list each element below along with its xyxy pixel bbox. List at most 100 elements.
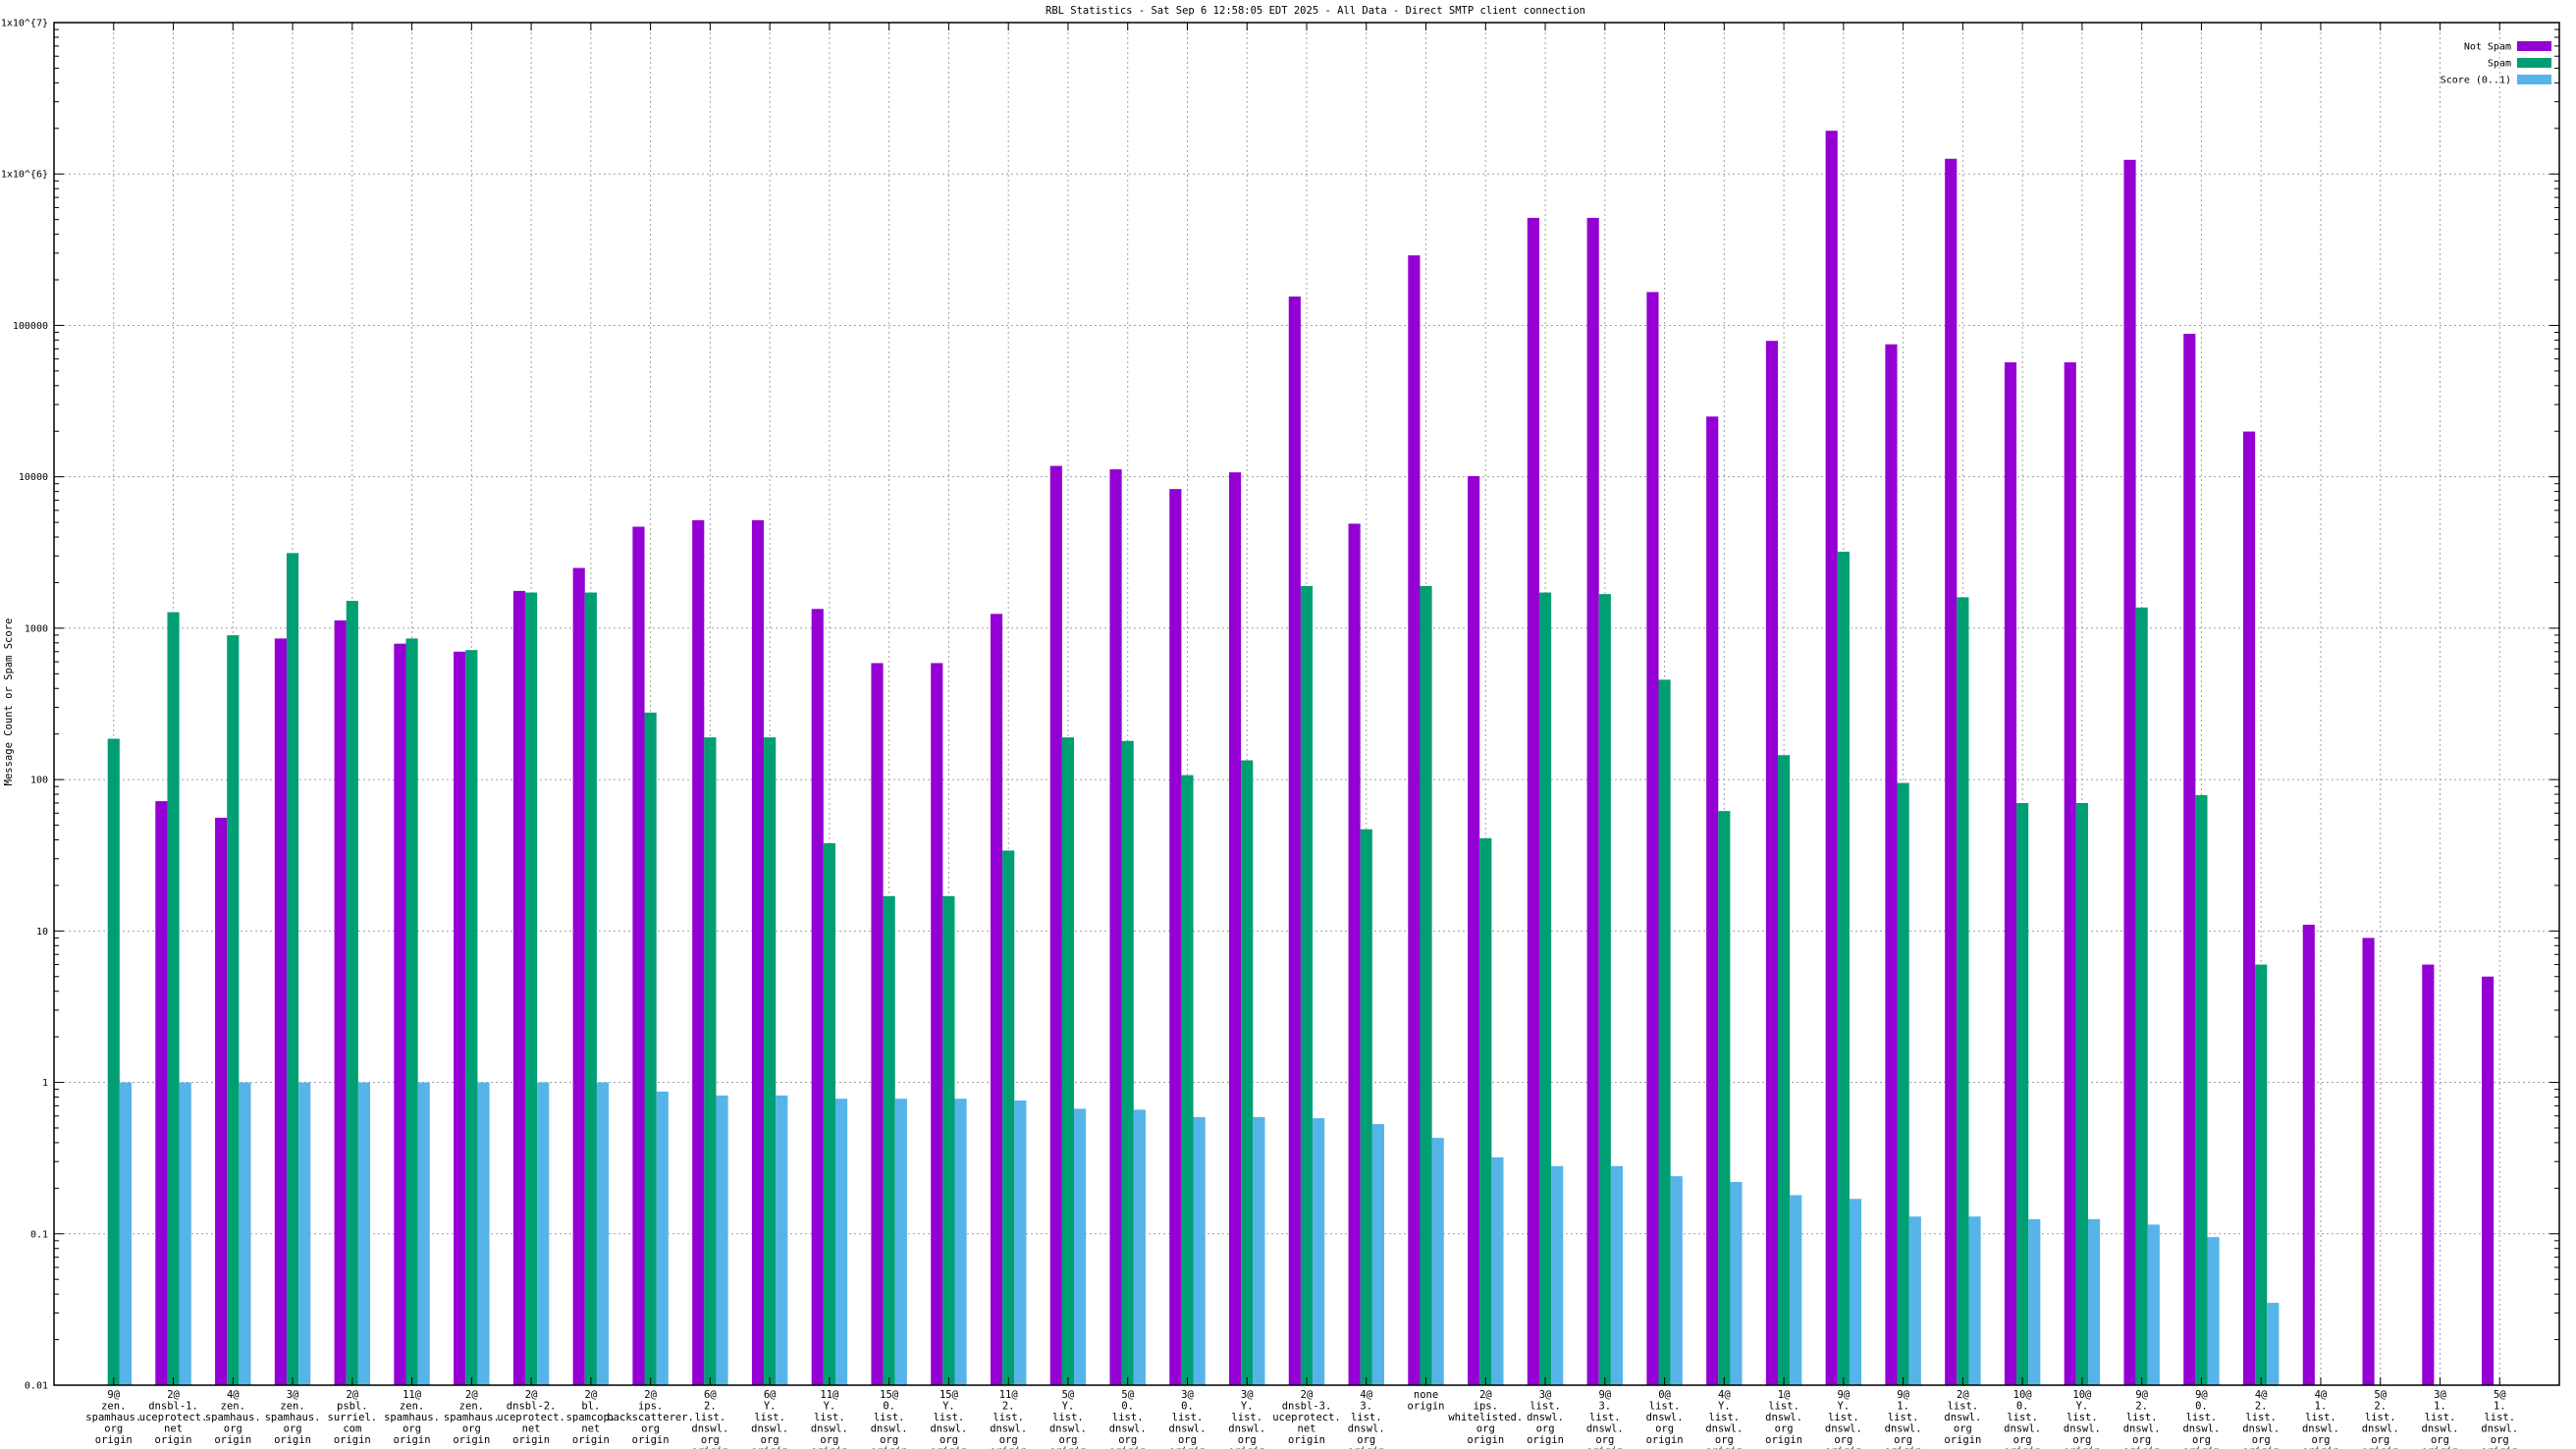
legend-swatch (2517, 41, 2551, 51)
x-tick-label-line: uceprotect. (1272, 1412, 1341, 1423)
x-tick-label-line: dnswl. (1944, 1412, 1981, 1423)
bar-score-0-1 (596, 1082, 610, 1385)
x-tick-label-line: 2. (2255, 1401, 2268, 1413)
x-tick-label-line: none (1414, 1389, 1438, 1401)
x-tick-label: 2@ ips. backscatterer. org origin (607, 1389, 694, 1446)
x-tick-label-line: zen. (221, 1401, 245, 1413)
x-tick-label-line: 0. (1181, 1401, 1194, 1413)
x-tick-label-line: uceprotect. (139, 1412, 208, 1423)
x-tick-label-line: com (343, 1423, 361, 1435)
x-tick-label-line: dnswl. (1049, 1423, 1087, 1435)
x-tick-label-line: org (761, 1434, 779, 1446)
x-tick-label-line: org (2132, 1434, 2151, 1446)
x-tick-label-line: list. (2066, 1412, 2098, 1423)
bar-not-spam (1825, 131, 1838, 1385)
x-tick-label-line: dnswl. (1169, 1423, 1207, 1435)
x-tick-label-line: list. (814, 1412, 845, 1423)
bar-not-spam (394, 643, 406, 1385)
x-tick-label-line: list. (1351, 1412, 1382, 1423)
bar-score-0-1 (179, 1082, 191, 1385)
x-tick-label-line: list. (1052, 1412, 1084, 1423)
x-tick-label-line: org (1238, 1434, 1257, 1446)
x-tick-label-line: org (880, 1434, 898, 1446)
x-tick-label-line: list. (1768, 1401, 1799, 1413)
bar-not-spam (2183, 334, 2196, 1385)
x-tick-label-line: 9@ (107, 1389, 120, 1401)
x-tick-label-line: whitelisted. (1448, 1412, 1523, 1423)
chart-title: RBL Statistics - Sat Sep 6 12:58:05 EDT … (1046, 5, 1585, 17)
bar-not-spam (2482, 976, 2495, 1385)
x-tick-label-line: 15@ (939, 1389, 959, 1401)
x-tick-label-line: dnswl. (2064, 1423, 2101, 1435)
x-tick-label-line: origin (1467, 1434, 1504, 1446)
x-tick-label-line: org (2192, 1434, 2211, 1446)
x-tick-label-line: list. (993, 1412, 1024, 1423)
x-tick-label-line: org (1476, 1423, 1495, 1435)
x-tick-label-line: org (1655, 1423, 1674, 1435)
x-tick-label-line: org (1775, 1423, 1794, 1435)
x-tick-label-line: 5@ (2374, 1389, 2387, 1401)
x-tick-label-line: list. (934, 1412, 965, 1423)
x-tick-label-line: list. (874, 1412, 905, 1423)
x-tick-label-line: 11@ (402, 1389, 422, 1401)
x-tick-label-line: Y. (2076, 1401, 2089, 1413)
x-tick-label-line: origin (2064, 1446, 2101, 1449)
bar-spam (942, 895, 955, 1385)
bar-score-0-1 (1670, 1176, 1683, 1385)
x-tick-label-line: 0. (2016, 1401, 2029, 1413)
x-tick-label-line: net (522, 1423, 541, 1435)
bar-score-0-1 (1371, 1124, 1384, 1385)
x-tick-label-line: org (1595, 1434, 1614, 1446)
x-tick-label-line: 4@ (227, 1389, 240, 1401)
x-tick-label: 2@ dnsbl-1. uceprotect. net origin (139, 1389, 208, 1446)
x-tick-label-line: 5@ (2494, 1389, 2506, 1401)
bar-not-spam (1765, 341, 1779, 1385)
x-tick-label-line: backscatterer. (607, 1412, 694, 1423)
x-tick-label-line: spamhaus. (265, 1412, 321, 1423)
x-tick-label-line: list. (2365, 1412, 2396, 1423)
x-tick-label-line: 4@ (1360, 1389, 1372, 1401)
bar-not-spam (1288, 296, 1301, 1385)
x-tick-label-line: origin (2362, 1446, 2399, 1449)
x-tick-label-line: ips. (638, 1401, 663, 1413)
x-tick-label-line: Y. (942, 1401, 955, 1413)
x-tick-label-line: origin (1169, 1446, 1207, 1449)
bar-spam (2195, 794, 2208, 1385)
bar-not-spam (2362, 938, 2375, 1385)
x-tick-label-line: list. (2186, 1412, 2218, 1423)
bar-score-0-1 (1313, 1118, 1325, 1385)
x-tick-label-line: org (2371, 1434, 2389, 1446)
x-tick-label-line: 2@ (1301, 1389, 1314, 1401)
x-tick-label-line: 4@ (1718, 1389, 1731, 1401)
x-tick-label-line: list. (1530, 1401, 1561, 1413)
x-tick-label-line: 2@ (167, 1389, 180, 1401)
bar-not-spam (1348, 523, 1361, 1385)
bar-spam (1538, 592, 1552, 1385)
x-tick-label-line: Y. (1718, 1401, 1731, 1413)
x-tick-label-line: list. (1231, 1412, 1262, 1423)
legend-label: Not Spam (2464, 42, 2511, 53)
x-tick-label-line: list. (1589, 1412, 1621, 1423)
bar-spam (823, 842, 835, 1385)
x-tick-label-line: 6@ (704, 1389, 717, 1401)
bar-spam (1181, 775, 1194, 1385)
x-tick-label-line: Y. (824, 1401, 836, 1413)
x-tick-label-line: dnsbl-2. (507, 1401, 557, 1413)
bar-score-0-1 (1014, 1100, 1027, 1385)
x-tick-label-line: origin (2422, 1446, 2459, 1449)
x-tick-label-line: net (164, 1423, 183, 1435)
y-tick-label: 10000 (19, 472, 48, 483)
bar-not-spam (751, 519, 765, 1385)
x-tick-label-line: org (1357, 1434, 1375, 1446)
bar-score-0-1 (357, 1082, 371, 1385)
x-tick-label-line: spamhaus. (205, 1412, 261, 1423)
x-tick-label-line: 0. (883, 1401, 895, 1413)
x-tick-label-line: org (284, 1423, 302, 1435)
x-tick-label-line: dnswl. (1348, 1423, 1385, 1435)
x-tick-label-line: 2@ (1479, 1389, 1492, 1401)
bar-spam (2255, 964, 2268, 1385)
x-tick-label: 2@ bl. spamcop. net origin (566, 1389, 617, 1446)
